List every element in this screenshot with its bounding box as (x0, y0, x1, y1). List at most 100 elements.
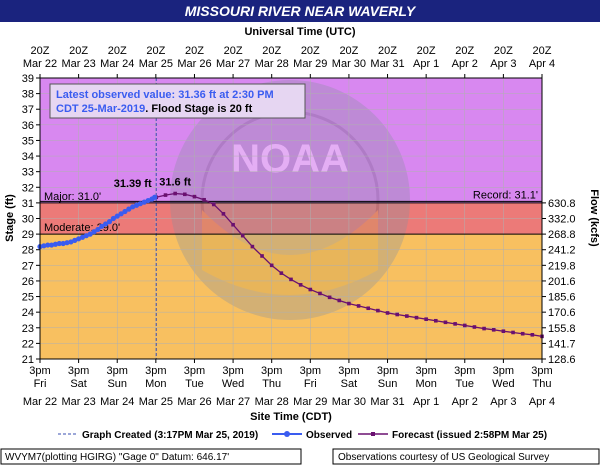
forecast-point (530, 333, 535, 337)
left-axis: 21 22 23 24 25 26 27 28 29 30 31 32 33 34 35 36 37 38 39 (22, 73, 40, 366)
right-tick-label: 332.0 (548, 214, 576, 226)
bottom-tick-time: 3pm (222, 365, 243, 377)
forecast-point (405, 314, 409, 318)
top-tick-time: 20Z (339, 45, 358, 57)
forecast-point (366, 306, 371, 311)
bottom-tick-time: 3pm (454, 365, 475, 377)
bottom-tick-time: 3pm (107, 365, 128, 377)
top-tick-date: Mar 27 (216, 58, 250, 70)
bottom-tick-day: Wed (222, 378, 244, 390)
observed-point (110, 215, 116, 222)
forecast-point (356, 304, 361, 308)
top-tick-date: Mar 31 (370, 58, 404, 70)
bottom-tick-day: Mon (145, 378, 166, 390)
right-tick-label: 268.8 (548, 229, 576, 241)
top-tick-date: Mar 30 (332, 58, 366, 70)
top-tick-date: Mar 23 (61, 58, 95, 70)
bottom-tick-time: 3pm (68, 365, 89, 377)
y-axis-title-right: Flow (kcfs) (588, 189, 600, 247)
noaa-watermark: NOAA (170, 80, 410, 320)
top-tick-date: Mar 25 (139, 58, 173, 70)
observed-point (60, 240, 66, 247)
observed-point (87, 231, 93, 237)
chart-title: MISSOURI RIVER NEAR WAVERLY (185, 3, 417, 19)
left-tick-label: 31 (22, 198, 34, 210)
forecast-point (183, 192, 187, 197)
bottom-tick-day: Mon (415, 378, 436, 390)
observed-point (48, 242, 55, 248)
forecast-point (520, 331, 525, 336)
observed-point (103, 221, 109, 227)
legend-forecast-marker (371, 432, 375, 436)
bottom-tick-date: Mar 22 (23, 396, 57, 408)
left-tick-label: 28 (22, 245, 34, 257)
forecast-point (434, 318, 438, 323)
observed-point (106, 219, 113, 225)
observed-point (122, 208, 128, 215)
forecast-point (347, 301, 351, 306)
legend: Graph Created (3:17PM Mar 25, 2019) Obse… (58, 430, 547, 441)
right-axis: 630.8 332.0 268.8 241.2 219.8 201.6 185.6 170.6… (542, 198, 576, 366)
bottom-tick-time: 3pm (338, 365, 359, 377)
plot-frame (39, 77, 543, 360)
callout-line2-date: CDT 25-Mar-2019 (56, 103, 145, 115)
top-tick-date: Apr 2 (452, 58, 478, 70)
bottom-tick-date: Mar 25 (139, 396, 173, 408)
bottom-tick-date: Mar 31 (370, 396, 404, 408)
forecast-point (453, 322, 457, 326)
bottom-tick-day: Tue (455, 378, 474, 390)
callout-line2-flood: . Flood Stage is 20 ft (145, 103, 252, 115)
forecast-point (289, 277, 293, 282)
legend-forecast-label: Forecast (issued 2:58PM Mar 25) (392, 430, 547, 441)
bottom-tick-day: Sat (341, 378, 358, 390)
bottom-tick-day: Sun (378, 378, 398, 390)
bottom-tick-time: 3pm (415, 365, 436, 377)
forecast-point (163, 193, 168, 197)
forecast-point (482, 326, 486, 331)
legend-observed-marker (284, 431, 290, 437)
callout-line2: CDT 25-Mar-2019. Flood Stage is 20 ft (56, 103, 253, 115)
forecast-point (250, 244, 255, 249)
bottom-tick-date: Mar 27 (216, 396, 250, 408)
top-tick-time: 20Z (69, 45, 88, 57)
bottom-tick-day: Wed (492, 378, 514, 390)
observed-point (152, 194, 158, 200)
forecast-point (173, 191, 177, 196)
bottom-tick-day: Sun (107, 378, 127, 390)
forecast-point (395, 312, 399, 317)
top-tick-time: 20Z (185, 45, 204, 57)
bottom-tick-time: 3pm (531, 365, 552, 377)
right-tick-label: 630.8 (548, 198, 576, 210)
left-tick-label: 21 (22, 354, 34, 366)
forecast-point (298, 283, 303, 287)
forecast-point (269, 263, 274, 268)
bottom-tick-date: Apr 1 (413, 396, 439, 408)
right-tick-label: 185.6 (548, 292, 576, 304)
right-tick-label: 155.8 (548, 323, 576, 335)
bottom-tick-day: Fri (34, 378, 47, 390)
top-tick-time: 20Z (146, 45, 165, 57)
y-axis-title-left: Stage (ft) (4, 194, 16, 242)
forecast-point (308, 287, 313, 292)
top-tick-time: 20Z (378, 45, 397, 57)
left-tick-label: 22 (22, 338, 34, 350)
observed-point (91, 229, 97, 235)
top-tick-date: Mar 28 (255, 58, 289, 70)
bottom-tick-time: 3pm (145, 365, 166, 377)
top-tick-date: Apr 3 (490, 58, 516, 70)
observed-point (64, 240, 70, 246)
forecast-point (472, 325, 477, 329)
left-tick-label: 39 (22, 73, 34, 85)
forecast-point (376, 308, 380, 313)
top-tick-date: Apr 4 (529, 58, 555, 70)
observed-point (99, 223, 105, 229)
top-tick-date: Mar 26 (177, 58, 211, 70)
left-tick-label: 29 (22, 229, 34, 241)
watermark-text: NOAA (231, 137, 349, 181)
bottom-tick-date: Apr 4 (529, 396, 555, 408)
forecast-point (260, 254, 264, 258)
observed-point (118, 211, 124, 217)
bottom-tick-date: Apr 2 (452, 396, 478, 408)
